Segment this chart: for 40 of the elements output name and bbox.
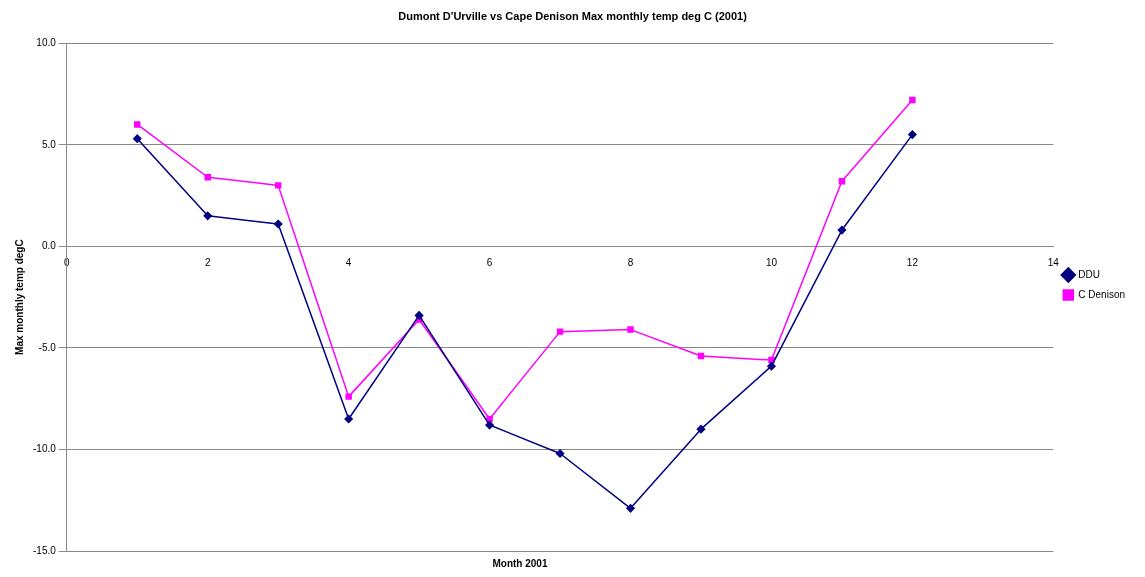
point <box>767 361 776 371</box>
y-tick-label: 0.0 <box>41 240 57 252</box>
y-tick-label: 5.0 <box>41 138 57 150</box>
point <box>134 121 141 128</box>
point <box>626 504 635 513</box>
point <box>838 178 846 185</box>
y-tick-label: -15.0 <box>33 544 57 556</box>
point <box>555 449 565 458</box>
x-tick-label: 12 <box>906 257 919 269</box>
y-tick-label: -5.0 <box>38 341 57 353</box>
x-tick-label: 14 <box>1047 257 1060 269</box>
point <box>556 328 564 335</box>
point <box>696 424 706 434</box>
y-axis-title: Max monthly temp degC <box>13 239 25 355</box>
point <box>204 174 211 181</box>
x-axis-title: Month 2001 <box>491 558 549 569</box>
point <box>345 393 352 400</box>
point <box>203 211 212 221</box>
x-tick-label: 4 <box>345 257 352 269</box>
chart-title: Dumont D'Urville vs Cape Denison Max monthly temp deg C (2001) <box>398 9 748 22</box>
y-tick-label: 10.0 <box>36 36 57 48</box>
y-tick-label: -10.0 <box>33 443 57 455</box>
point <box>909 96 916 104</box>
point <box>414 311 424 320</box>
point <box>486 415 493 423</box>
x-tick-label: 6 <box>486 257 493 269</box>
point <box>273 219 283 229</box>
point <box>627 326 634 333</box>
point <box>133 134 142 143</box>
point <box>274 182 282 189</box>
x-tick-label: 8 <box>627 257 634 269</box>
legend-label: DDU <box>1078 268 1100 280</box>
x-tick-label: 2 <box>204 257 211 269</box>
point <box>837 225 847 235</box>
legend-label: C Denison <box>1078 288 1126 300</box>
point <box>697 352 705 360</box>
x-tick-label: 10 <box>765 257 778 269</box>
point <box>485 420 494 430</box>
point <box>344 414 353 424</box>
point <box>908 130 917 139</box>
